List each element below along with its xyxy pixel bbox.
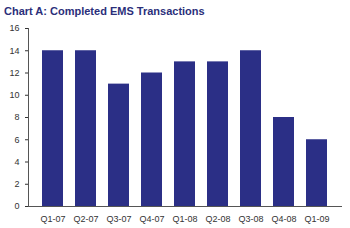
svg-text:Q4-07: Q4-07 [139,214,164,224]
svg-text:Q1-08: Q1-08 [172,214,197,224]
svg-text:12: 12 [9,68,19,78]
svg-text:0: 0 [14,201,19,211]
svg-text:Q1-07: Q1-07 [40,214,65,224]
svg-text:Q4-08: Q4-08 [271,214,296,224]
svg-text:2: 2 [14,179,19,189]
svg-text:Q2-08: Q2-08 [205,214,230,224]
svg-text:14: 14 [9,46,19,56]
svg-text:Q3-07: Q3-07 [106,214,131,224]
svg-text:16: 16 [9,23,19,33]
svg-text:10: 10 [9,90,19,100]
svg-text:6: 6 [14,135,19,145]
svg-text:Q1-09: Q1-09 [304,214,329,224]
svg-text:Q2-07: Q2-07 [73,214,98,224]
svg-text:4: 4 [14,157,19,167]
svg-text:Q3-08: Q3-08 [238,214,263,224]
html-text:Chart A: Completed EMS Transac: Chart A: Completed EMS Transactions [4,5,205,17]
svg-text:8: 8 [14,112,19,122]
